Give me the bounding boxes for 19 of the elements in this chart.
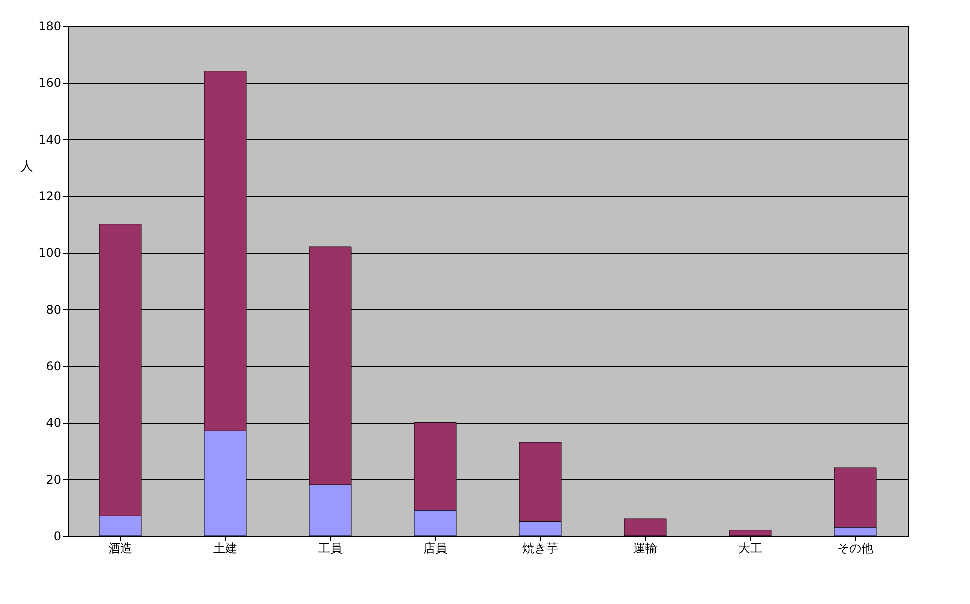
- y-tick-label: 20: [46, 472, 62, 487]
- y-tick-label: 40: [46, 416, 62, 430]
- x-tick-label: 土建: [214, 542, 238, 556]
- y-tick-label: 0: [54, 530, 62, 544]
- y-tick-label: 80: [46, 302, 62, 317]
- x-tick-label: 店員: [424, 542, 448, 556]
- y-axis-title: 人: [20, 160, 34, 174]
- y-tick-label: 180: [38, 20, 62, 34]
- y-tick-label: 60: [46, 360, 62, 374]
- y-tick-label: 100: [38, 246, 62, 260]
- y-tick-label: 160: [38, 76, 62, 90]
- y-tick-label: 120: [38, 190, 62, 204]
- x-tick-label: 酒造: [108, 542, 132, 556]
- x-tick-label: 工員: [318, 542, 342, 556]
- y-tick-label: 140: [38, 132, 62, 147]
- x-tick-label: 焼き芋: [522, 542, 558, 556]
- x-tick-label: 大工: [738, 542, 762, 556]
- x-tick-label: 運輸: [634, 542, 658, 556]
- x-tick-label: その他: [838, 542, 874, 556]
